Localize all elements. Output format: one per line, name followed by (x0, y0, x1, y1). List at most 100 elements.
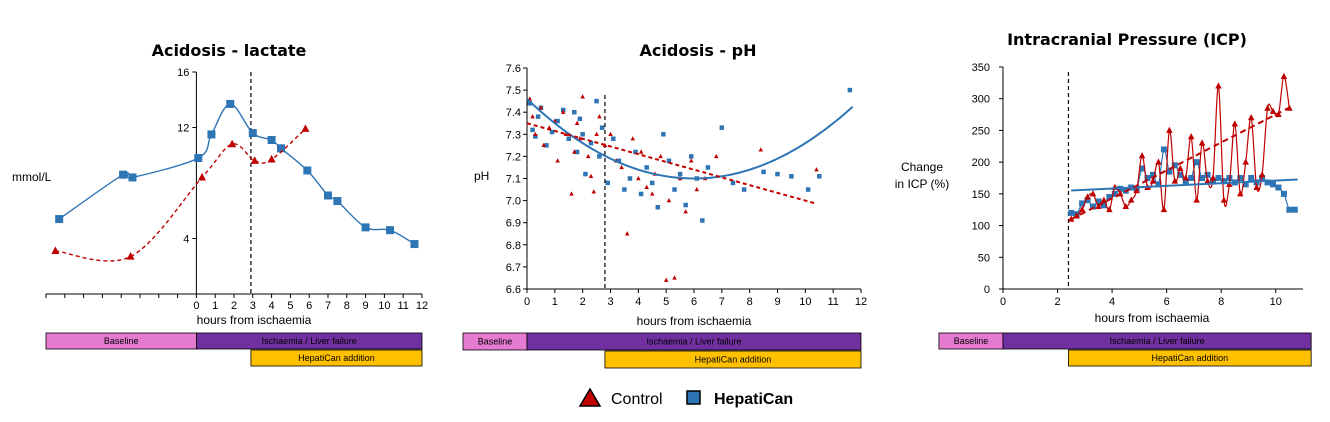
lactate-point (228, 139, 237, 148)
icp-bar-label-1: Ischaemia / Liver failure (1110, 336, 1205, 346)
ph-y-tick-label: 7.6 (506, 63, 521, 75)
ph-y-tick-label: 7.1 (506, 174, 521, 186)
lactate-point (207, 130, 216, 139)
ph-xlabel: hours from ischaemia (637, 314, 752, 328)
ph-point (658, 153, 663, 159)
ph-x-tick-label: 7 (719, 296, 725, 308)
ph-point (666, 158, 672, 164)
panel-ph: Acidosis - pH pH hours from ischaemia 0 1… (462, 41, 867, 369)
ph-point (611, 136, 616, 141)
icp-point (1280, 190, 1287, 197)
ph-bar-2 (604, 350, 862, 369)
icp-point (1171, 177, 1179, 184)
lactate-point (126, 251, 135, 260)
ph-point (630, 136, 636, 141)
icp-point (1291, 206, 1298, 213)
ph-y-tick-label: 7.2 (506, 151, 521, 163)
ph-point (605, 180, 610, 186)
ph-bar-label-0: Baseline (478, 337, 513, 347)
ph-point (585, 153, 591, 159)
ph-point (563, 131, 569, 137)
icp-y-tick-label: 350 (972, 62, 990, 74)
icp-point (1204, 177, 1211, 184)
ph-point (530, 114, 535, 119)
ph-point (597, 114, 602, 119)
icp-point (1090, 203, 1096, 210)
lactate-x-tick-label: 0 (193, 300, 199, 312)
ph-point (638, 149, 644, 154)
lactate-point (386, 226, 395, 235)
lactate-point (303, 166, 312, 175)
icp-point (1226, 175, 1233, 181)
ph-point (758, 147, 764, 152)
icp-point (1182, 174, 1189, 181)
ph-point (847, 87, 853, 93)
ph-point (533, 134, 538, 139)
icp-point (1215, 175, 1222, 181)
ph-x-tick-label: 2 (580, 296, 586, 308)
lactate-x-tick-label: 6 (306, 300, 312, 312)
lactate-point (301, 124, 310, 132)
icp-point (1166, 126, 1173, 133)
lactate-bar-2 (250, 349, 423, 367)
icp-y-tick-label: 100 (972, 221, 990, 233)
icp-point (1280, 72, 1288, 79)
lactate-bar-label-1: Ischaemia / Liver failure (262, 336, 357, 346)
ph-point (619, 164, 624, 170)
icp-point (1166, 168, 1173, 175)
icp-point (1106, 194, 1113, 201)
ph-point (608, 131, 613, 137)
icp-point (1155, 158, 1162, 165)
icp-point (1084, 193, 1091, 200)
icp-point (1258, 171, 1266, 178)
icp-point (1084, 197, 1091, 204)
ph-point (594, 98, 599, 104)
icp-point (1264, 104, 1271, 111)
icp-point (1144, 175, 1151, 181)
legend-control-marker (578, 387, 602, 407)
ph-point (719, 125, 725, 130)
lactate-x-tick-label: 7 (325, 300, 331, 312)
icp-point (1106, 206, 1113, 213)
panel-icp: Intracranial Pressure (ICP) Change in IC… (895, 30, 1312, 367)
ph-point (572, 149, 577, 154)
ph-point (535, 114, 541, 119)
lactate-point (194, 154, 203, 163)
ph-point (694, 186, 700, 192)
ph-x-tick-label: 12 (855, 296, 867, 308)
icp-ylabel-line2: in ICP (%) (895, 177, 949, 191)
ph-x-tick-label: 8 (747, 296, 753, 308)
icp-ylabel-line1: Change (901, 160, 943, 174)
ph-point (555, 118, 560, 124)
lactate-point (119, 170, 128, 179)
ph-point (588, 140, 594, 146)
ph-bar-label-2: HepatiCan addition (695, 355, 772, 365)
ph-point (594, 131, 599, 137)
lactate-x-tick-label: 12 (416, 300, 428, 312)
icp-point (1275, 184, 1282, 191)
lactate-bar-label-2: HepatiCan addition (298, 353, 375, 363)
ph-point (566, 136, 571, 141)
ph-point (549, 129, 555, 135)
icp-point (1220, 196, 1228, 203)
icp-y-tick-label: 150 (972, 189, 990, 201)
ph-y-tick-label: 6.8 (506, 240, 521, 252)
icp-point (1264, 179, 1271, 186)
icp-bar-1 (1002, 332, 1312, 350)
ph-y-tick-label: 6.6 (506, 284, 521, 296)
lactate-point (248, 129, 257, 138)
lactate-x-tick-label: 8 (344, 300, 350, 312)
lactate-xlabel: hours from ischaemia (197, 313, 312, 327)
ph-x-tick-label: 5 (663, 296, 669, 308)
ph-bar-label-1: Ischaemia / Liver failure (646, 337, 741, 347)
icp-point (1247, 114, 1255, 121)
ph-point (583, 171, 588, 177)
ph-point (705, 165, 711, 170)
ph-point (666, 198, 672, 203)
ph-y-tick-label: 7.5 (506, 85, 521, 97)
ph-point (527, 101, 533, 106)
lactate-y-tick-label: 16 (177, 67, 189, 79)
icp-point (1078, 206, 1086, 213)
